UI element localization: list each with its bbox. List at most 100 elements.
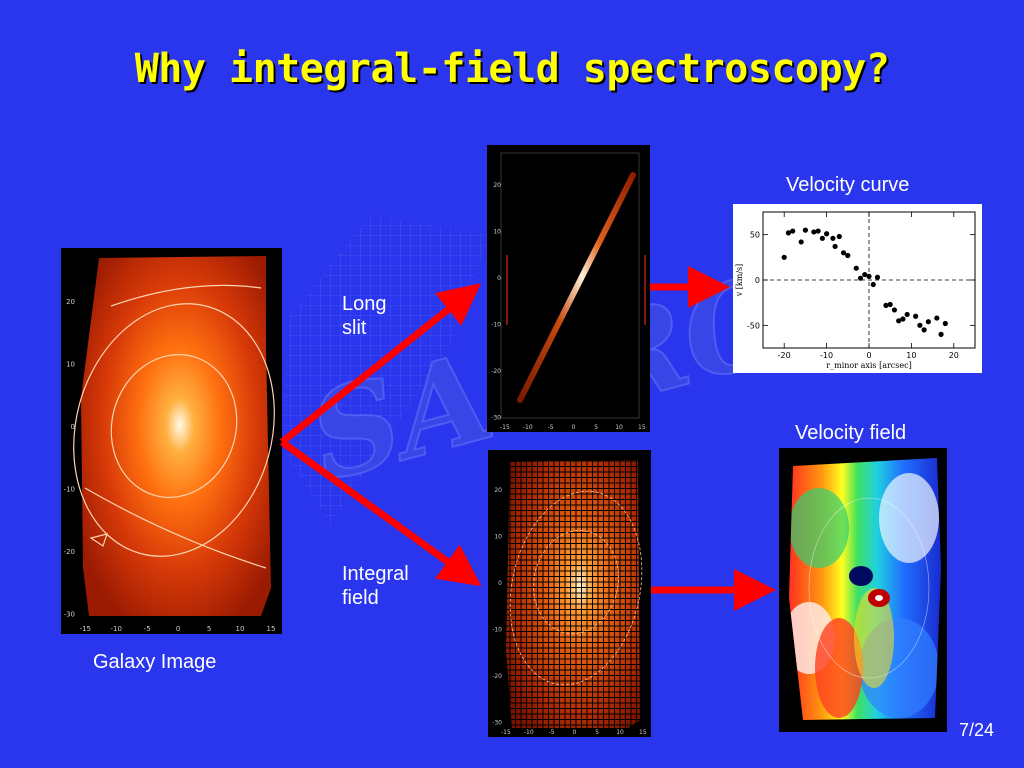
integral-field-label: Integral field	[342, 562, 409, 610]
data-point	[887, 301, 893, 308]
data-point	[853, 265, 859, 271]
data-point	[938, 331, 944, 337]
axis-ticks: -20 -10 0 10 20 50 0 -50	[747, 212, 975, 360]
data-point	[824, 231, 830, 237]
long-slit-panel: -15 -10 -5 0 5 10 15 20 10 0 -10 -20 -30	[487, 145, 650, 432]
data-point	[896, 318, 902, 324]
y-tick-label: 0	[497, 275, 501, 282]
velocity-field-label: Velocity field	[795, 422, 907, 444]
x-tick-label: 15	[638, 424, 646, 431]
slit-x-axis: -15 -10 -5 0 5 10 15	[500, 424, 646, 431]
integral-field-label-line1: Integral	[342, 563, 409, 585]
x-tick-label: 10	[236, 625, 245, 633]
galaxy-image	[81, 256, 271, 616]
x-tick-label: 0	[866, 351, 871, 360]
x-tick-label: 10	[906, 351, 916, 360]
galaxy-image-label: Galaxy Image	[93, 651, 217, 673]
galaxy-image-panel: -15 -10 -5 0 5 10 15 20 10 0 -10 -20 -30	[61, 248, 282, 634]
x-tick-label: 0	[571, 424, 575, 431]
integral-field-panel: -15 -10 -5 0 5 10 15 20 10 0 -10 -20 -30	[488, 450, 651, 737]
x-tick-label: 0	[176, 625, 180, 633]
data-point	[781, 254, 787, 260]
x-tick-label: 15	[639, 729, 647, 736]
y-tick-label: 20	[494, 487, 502, 494]
data-point	[790, 228, 796, 234]
data-point	[845, 252, 851, 259]
y-tick-label: -20	[64, 548, 75, 556]
data-point	[815, 228, 821, 234]
y-axis-label: v [km/s]	[735, 264, 744, 298]
slide-title: Why integral-field spectroscopy?	[134, 46, 890, 92]
velocity-curve-label: Velocity curve	[786, 174, 910, 196]
long-slit-label-line1: Long	[342, 293, 387, 315]
y-tick-label: 10	[66, 361, 75, 369]
y-tick-label: -10	[492, 627, 502, 634]
long-slit-label-line2: slit	[342, 317, 367, 339]
y-tick-label: 20	[493, 182, 501, 189]
long-slit-image	[517, 172, 636, 403]
x-tick-label: 10	[616, 729, 624, 736]
data-point	[866, 273, 872, 279]
y-tick-label: -20	[491, 368, 501, 375]
data-point	[942, 320, 948, 327]
x-tick-label: 10	[615, 424, 623, 431]
y-tick-label: 20	[66, 298, 75, 306]
x-tick-label: -5	[549, 729, 555, 736]
x-tick-label: -15	[500, 424, 510, 431]
data-point	[832, 243, 838, 250]
x-tick-label: 5	[594, 424, 598, 431]
data-point	[862, 271, 868, 278]
y-tick-label: 10	[493, 229, 501, 236]
data-point	[874, 274, 881, 280]
y-tick-label: -30	[492, 720, 502, 727]
y-tick-label: 0	[71, 423, 75, 431]
x-tick-label: 5	[207, 625, 211, 633]
galaxy-y-axis: 20 10 0 -10 -20 -30	[64, 298, 75, 619]
data-point	[811, 229, 817, 235]
ifs-x-axis: -15 -10 -5 0 5 10 15	[501, 729, 647, 736]
data-point	[917, 322, 923, 328]
slit-y-axis: 20 10 0 -10 -20 -30	[491, 182, 501, 421]
x-tick-label: 20	[949, 351, 959, 360]
data-point	[900, 316, 906, 322]
data-point	[891, 307, 898, 313]
y-tick-label: 0	[755, 276, 760, 285]
x-tick-label: 5	[595, 729, 599, 736]
integral-field-label-line2: field	[342, 587, 379, 609]
data-point	[883, 302, 889, 308]
data-point	[857, 275, 864, 281]
data-point	[840, 250, 847, 256]
y-tick-label: 10	[494, 534, 502, 541]
x-tick-label: -10	[111, 625, 122, 633]
data-point	[921, 327, 927, 333]
ifs-y-axis: 20 10 0 -10 -20 -30	[492, 487, 502, 726]
x-tick-label: -10	[523, 424, 533, 431]
galaxy-x-axis: -15 -10 -5 0 5 10 15	[80, 625, 276, 633]
data-point	[785, 230, 792, 236]
y-tick-label: -10	[64, 486, 75, 494]
y-tick-label: 50	[750, 231, 760, 240]
y-tick-label: 0	[498, 580, 502, 587]
y-tick-label: -30	[64, 611, 75, 619]
x-tick-label: -15	[501, 729, 511, 736]
velocity-field-panel	[779, 448, 947, 732]
y-tick-label: -30	[491, 415, 501, 422]
x-tick-label: 15	[266, 625, 275, 633]
zero-lines	[763, 212, 975, 348]
velocity-curve-chart: -20 -10 0 10 20 50 0 -50 r_minor axis [arcsec] …	[733, 204, 982, 373]
x-tick-label: -5	[144, 625, 151, 633]
x-tick-label: -20	[778, 351, 791, 360]
data-point	[925, 319, 931, 325]
x-axis-label: r_minor axis [arcsec]	[826, 361, 911, 370]
data-point	[934, 315, 940, 321]
data-point	[830, 235, 836, 241]
data-point	[870, 281, 876, 288]
long-slit-label: Long slit	[342, 292, 387, 340]
y-tick-label: -10	[491, 322, 501, 329]
x-tick-label: 0	[572, 729, 576, 736]
x-tick-label: -15	[80, 625, 91, 633]
x-tick-label: -10	[820, 351, 833, 360]
data-point	[904, 311, 910, 318]
data-point	[798, 239, 804, 245]
data-point	[836, 233, 842, 240]
